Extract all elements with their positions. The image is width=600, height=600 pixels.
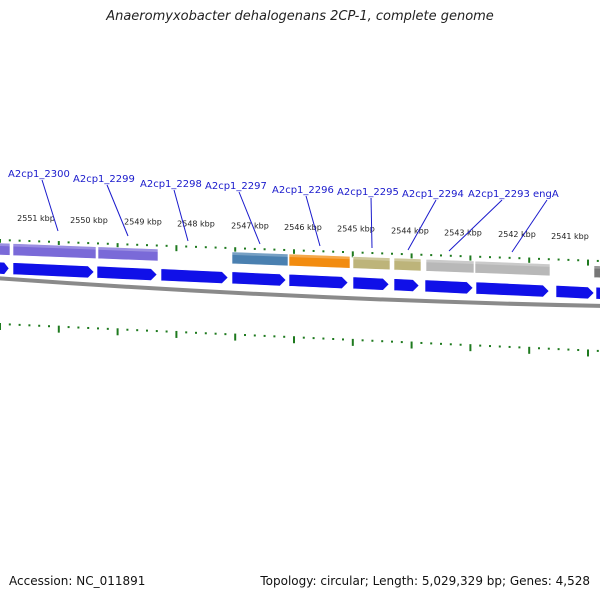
gene-label: A2cp1_2298 xyxy=(140,179,202,190)
gene-leader-line xyxy=(106,184,129,237)
kbp-tick-label: 2547 kbp xyxy=(231,221,269,230)
feature-block-purple xyxy=(12,243,97,259)
feature-block-dark-grey xyxy=(593,265,600,279)
genome-summary-text: Topology: circular; Length: 5,029,329 bp… xyxy=(260,574,590,588)
gene-label: A2cp1_2293 xyxy=(468,189,530,200)
cds-arrow xyxy=(231,271,287,287)
kbp-tick-label: 2545 kbp xyxy=(337,225,375,234)
feature-block-highlight xyxy=(394,257,421,262)
cds-arrow xyxy=(595,286,600,300)
feature-block-blue-grey xyxy=(231,251,289,267)
kbp-tick-label: 2546 kbp xyxy=(284,223,322,232)
gene-label: A2cp1_2294 xyxy=(402,189,464,200)
feature-block-khaki xyxy=(393,257,422,272)
gene-leader-line xyxy=(238,191,261,245)
cds-arrow xyxy=(160,268,229,284)
kbp-tick-label: 2550 kbp xyxy=(70,216,108,225)
genome-backbone xyxy=(0,276,600,308)
kbp-tick-label: 2549 kbp xyxy=(124,218,162,227)
gene-leader-line xyxy=(41,179,59,232)
kbp-tick-label: 2548 kbp xyxy=(177,219,215,228)
cds-arrow xyxy=(0,261,10,275)
feature-block-highlight xyxy=(98,246,158,253)
map-title: Anaeromyxobacter dehalogenans 2CP-1, com… xyxy=(106,9,494,24)
gene-leader-line xyxy=(173,189,189,242)
gene-leader-line xyxy=(407,199,437,251)
gene-label: A2cp1_2300 xyxy=(8,169,70,180)
lower-tick-track xyxy=(0,323,599,357)
feature-block-highlight xyxy=(475,261,550,267)
kbp-tick-label: 2541 kbp xyxy=(551,232,589,241)
feature-block-highlight xyxy=(426,259,474,265)
feature-block-highlight xyxy=(594,265,600,269)
gene-label: A2cp1_2299 xyxy=(73,174,135,185)
feature-block-highlight xyxy=(0,243,10,247)
gene-leader-line xyxy=(305,195,321,247)
feature-block-highlight xyxy=(289,253,350,260)
feature-block-orange xyxy=(288,253,351,269)
cds-arrow xyxy=(352,276,390,291)
feature-block-grey xyxy=(425,258,475,274)
kbp-tick-label: 2551 kbp xyxy=(17,214,55,223)
kbp-tick-labels: 2551 kbp 2550 kbp 2549 kbp 2548 kbp 2547 kbp… xyxy=(17,214,589,241)
gene-leader-line xyxy=(511,199,548,253)
gene-leader-line xyxy=(448,199,503,252)
feature-block-khaki xyxy=(352,256,391,271)
cds-arrow xyxy=(555,285,595,300)
kbp-tick-label: 2542 kbp xyxy=(498,230,536,239)
cds-arrow xyxy=(475,281,550,298)
cds-arrow xyxy=(288,273,349,289)
cds-track xyxy=(0,261,600,300)
cds-arrow xyxy=(96,265,158,281)
feature-block-purple xyxy=(0,242,11,256)
feature-block-highlight xyxy=(13,243,96,250)
gene-label: A2cp1_2295 xyxy=(337,187,399,198)
kbp-tick-label: 2544 kbp xyxy=(391,227,429,236)
gene-label: A2cp1_2297 xyxy=(205,181,267,192)
cds-arrow xyxy=(12,262,95,279)
feature-track xyxy=(0,242,600,279)
gene-callouts: A2cp1_2300 A2cp1_2299 A2cp1_2298 A2cp1_2297… xyxy=(8,169,559,253)
gene-label: engA xyxy=(533,189,559,200)
cds-arrow xyxy=(393,278,420,292)
kbp-tick-label: 2543 kbp xyxy=(444,228,482,237)
feature-block-highlight xyxy=(232,251,288,257)
feature-block-grey xyxy=(474,260,551,277)
accession-text: Accession: NC_011891 xyxy=(9,574,146,588)
gene-label: A2cp1_2296 xyxy=(272,185,334,196)
cds-arrow xyxy=(424,279,474,295)
gene-leader-line xyxy=(370,197,373,249)
feature-block-purple xyxy=(97,246,159,262)
feature-block-highlight xyxy=(353,256,390,261)
